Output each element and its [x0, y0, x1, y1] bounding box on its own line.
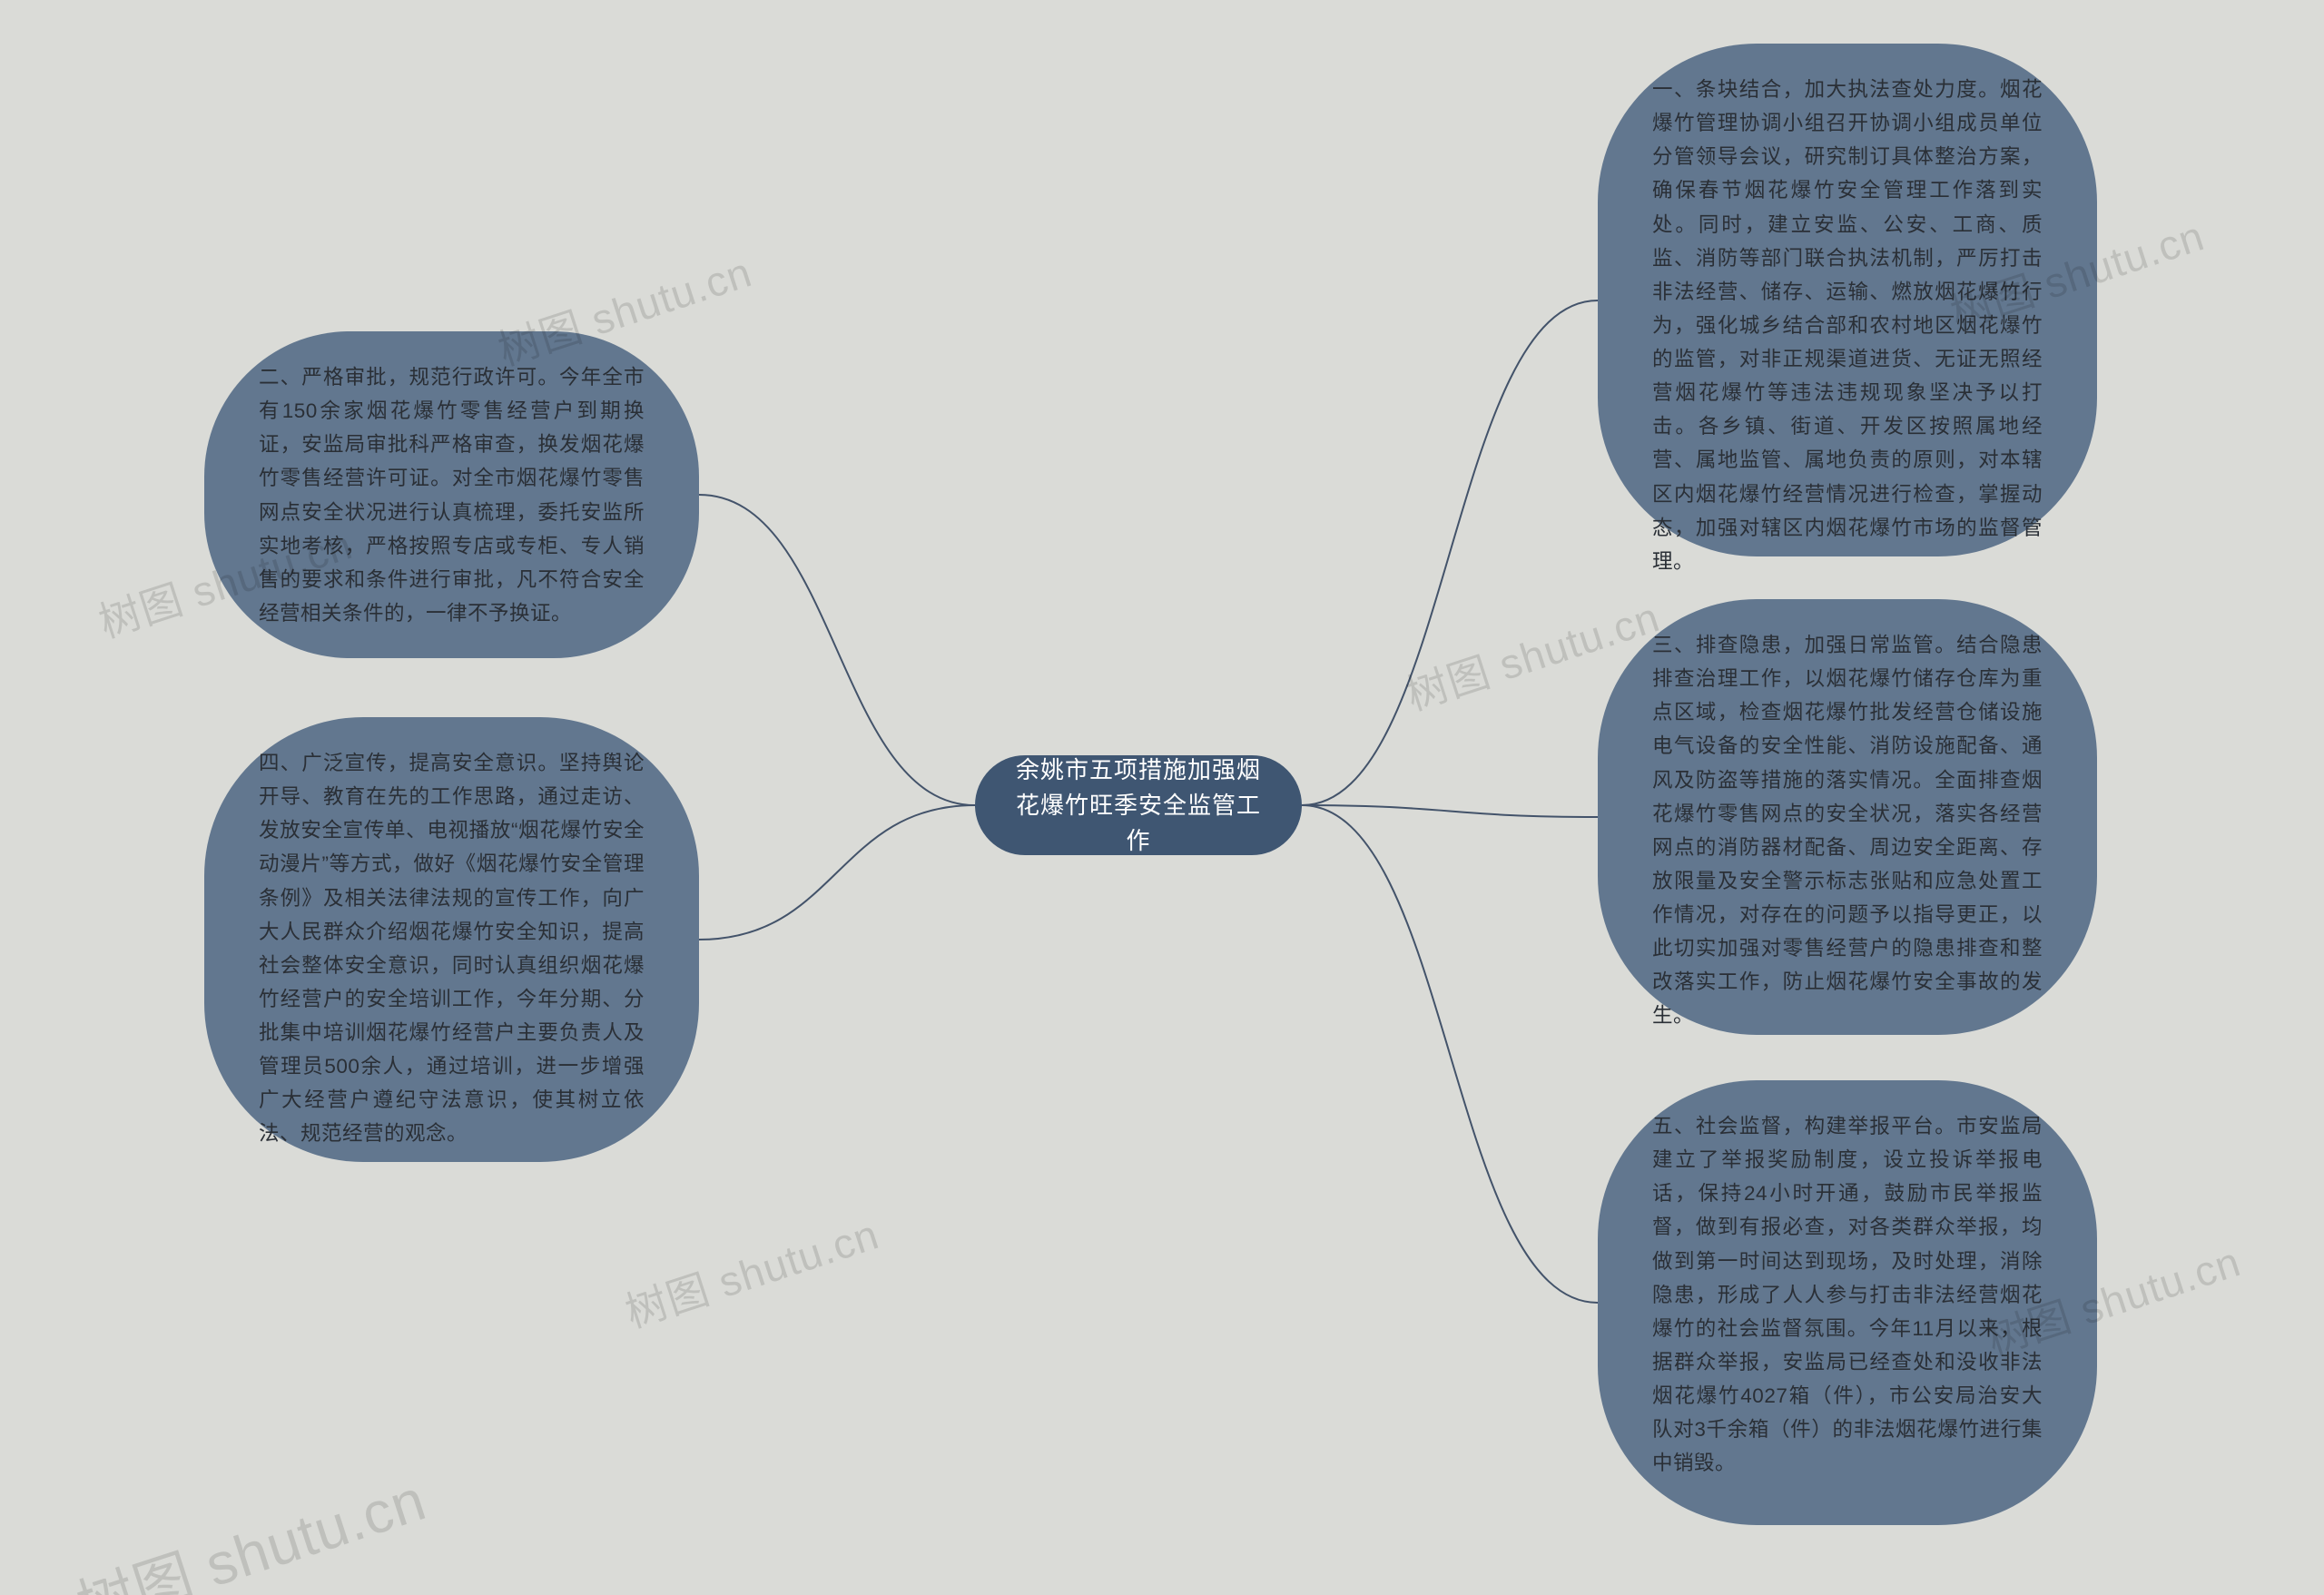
branch-node-n2[interactable]: 二、严格审批，规范行政许可。今年全市有150余家烟花爆竹零售经营户到期换证，安监…: [204, 331, 699, 658]
branch-node-label-n5: 五、社会监督，构建举报平台。市安监局建立了举报奖励制度，设立投诉举报电话，保持2…: [1652, 1115, 2043, 1474]
mindmap-edge: [699, 805, 975, 940]
mindmap-canvas: 余姚市五项措施加强烟花爆竹旺季安全监管工作 一、条块结合，加大执法查处力度。烟花爆…: [0, 0, 2324, 1595]
branch-node-n1[interactable]: 一、条块结合，加大执法查处力度。烟花爆竹管理协调小组召开协调小组成员单位分管领导…: [1598, 44, 2097, 556]
watermark: 树图 shutu.cn: [617, 1202, 886, 1340]
mindmap-edge: [699, 495, 975, 805]
watermark: 树图 shutu.cn: [65, 1453, 436, 1595]
mindmap-edge: [1302, 300, 1598, 805]
mindmap-edge: [1302, 805, 1598, 817]
branch-node-label-n2: 二、严格审批，规范行政许可。今年全市有150余家烟花爆竹零售经营户到期换证，安监…: [259, 366, 645, 625]
mindmap-edge: [1302, 805, 1598, 1303]
branch-node-label-n3: 三、排查隐患，加强日常监管。结合隐患排查治理工作，以烟花爆竹储存仓库为重点区域，…: [1652, 634, 2043, 1027]
center-node[interactable]: 余姚市五项措施加强烟花爆竹旺季安全监管工作: [975, 755, 1302, 855]
center-node-label: 余姚市五项措施加强烟花爆竹旺季安全监管工作: [1009, 753, 1267, 859]
branch-node-label-n1: 一、条块结合，加大执法查处力度。烟花爆竹管理协调小组召开协调小组成员单位分管领导…: [1652, 78, 2043, 573]
branch-node-label-n4: 四、广泛宣传，提高安全意识。坚持舆论开导、教育在先的工作思路，通过走访、发放安全…: [259, 752, 645, 1145]
branch-node-n4[interactable]: 四、广泛宣传，提高安全意识。坚持舆论开导、教育在先的工作思路，通过走访、发放安全…: [204, 717, 699, 1162]
branch-node-n5[interactable]: 五、社会监督，构建举报平台。市安监局建立了举报奖励制度，设立投诉举报电话，保持2…: [1598, 1080, 2097, 1525]
branch-node-n3[interactable]: 三、排查隐患，加强日常监管。结合隐患排查治理工作，以烟花爆竹储存仓库为重点区域，…: [1598, 599, 2097, 1035]
